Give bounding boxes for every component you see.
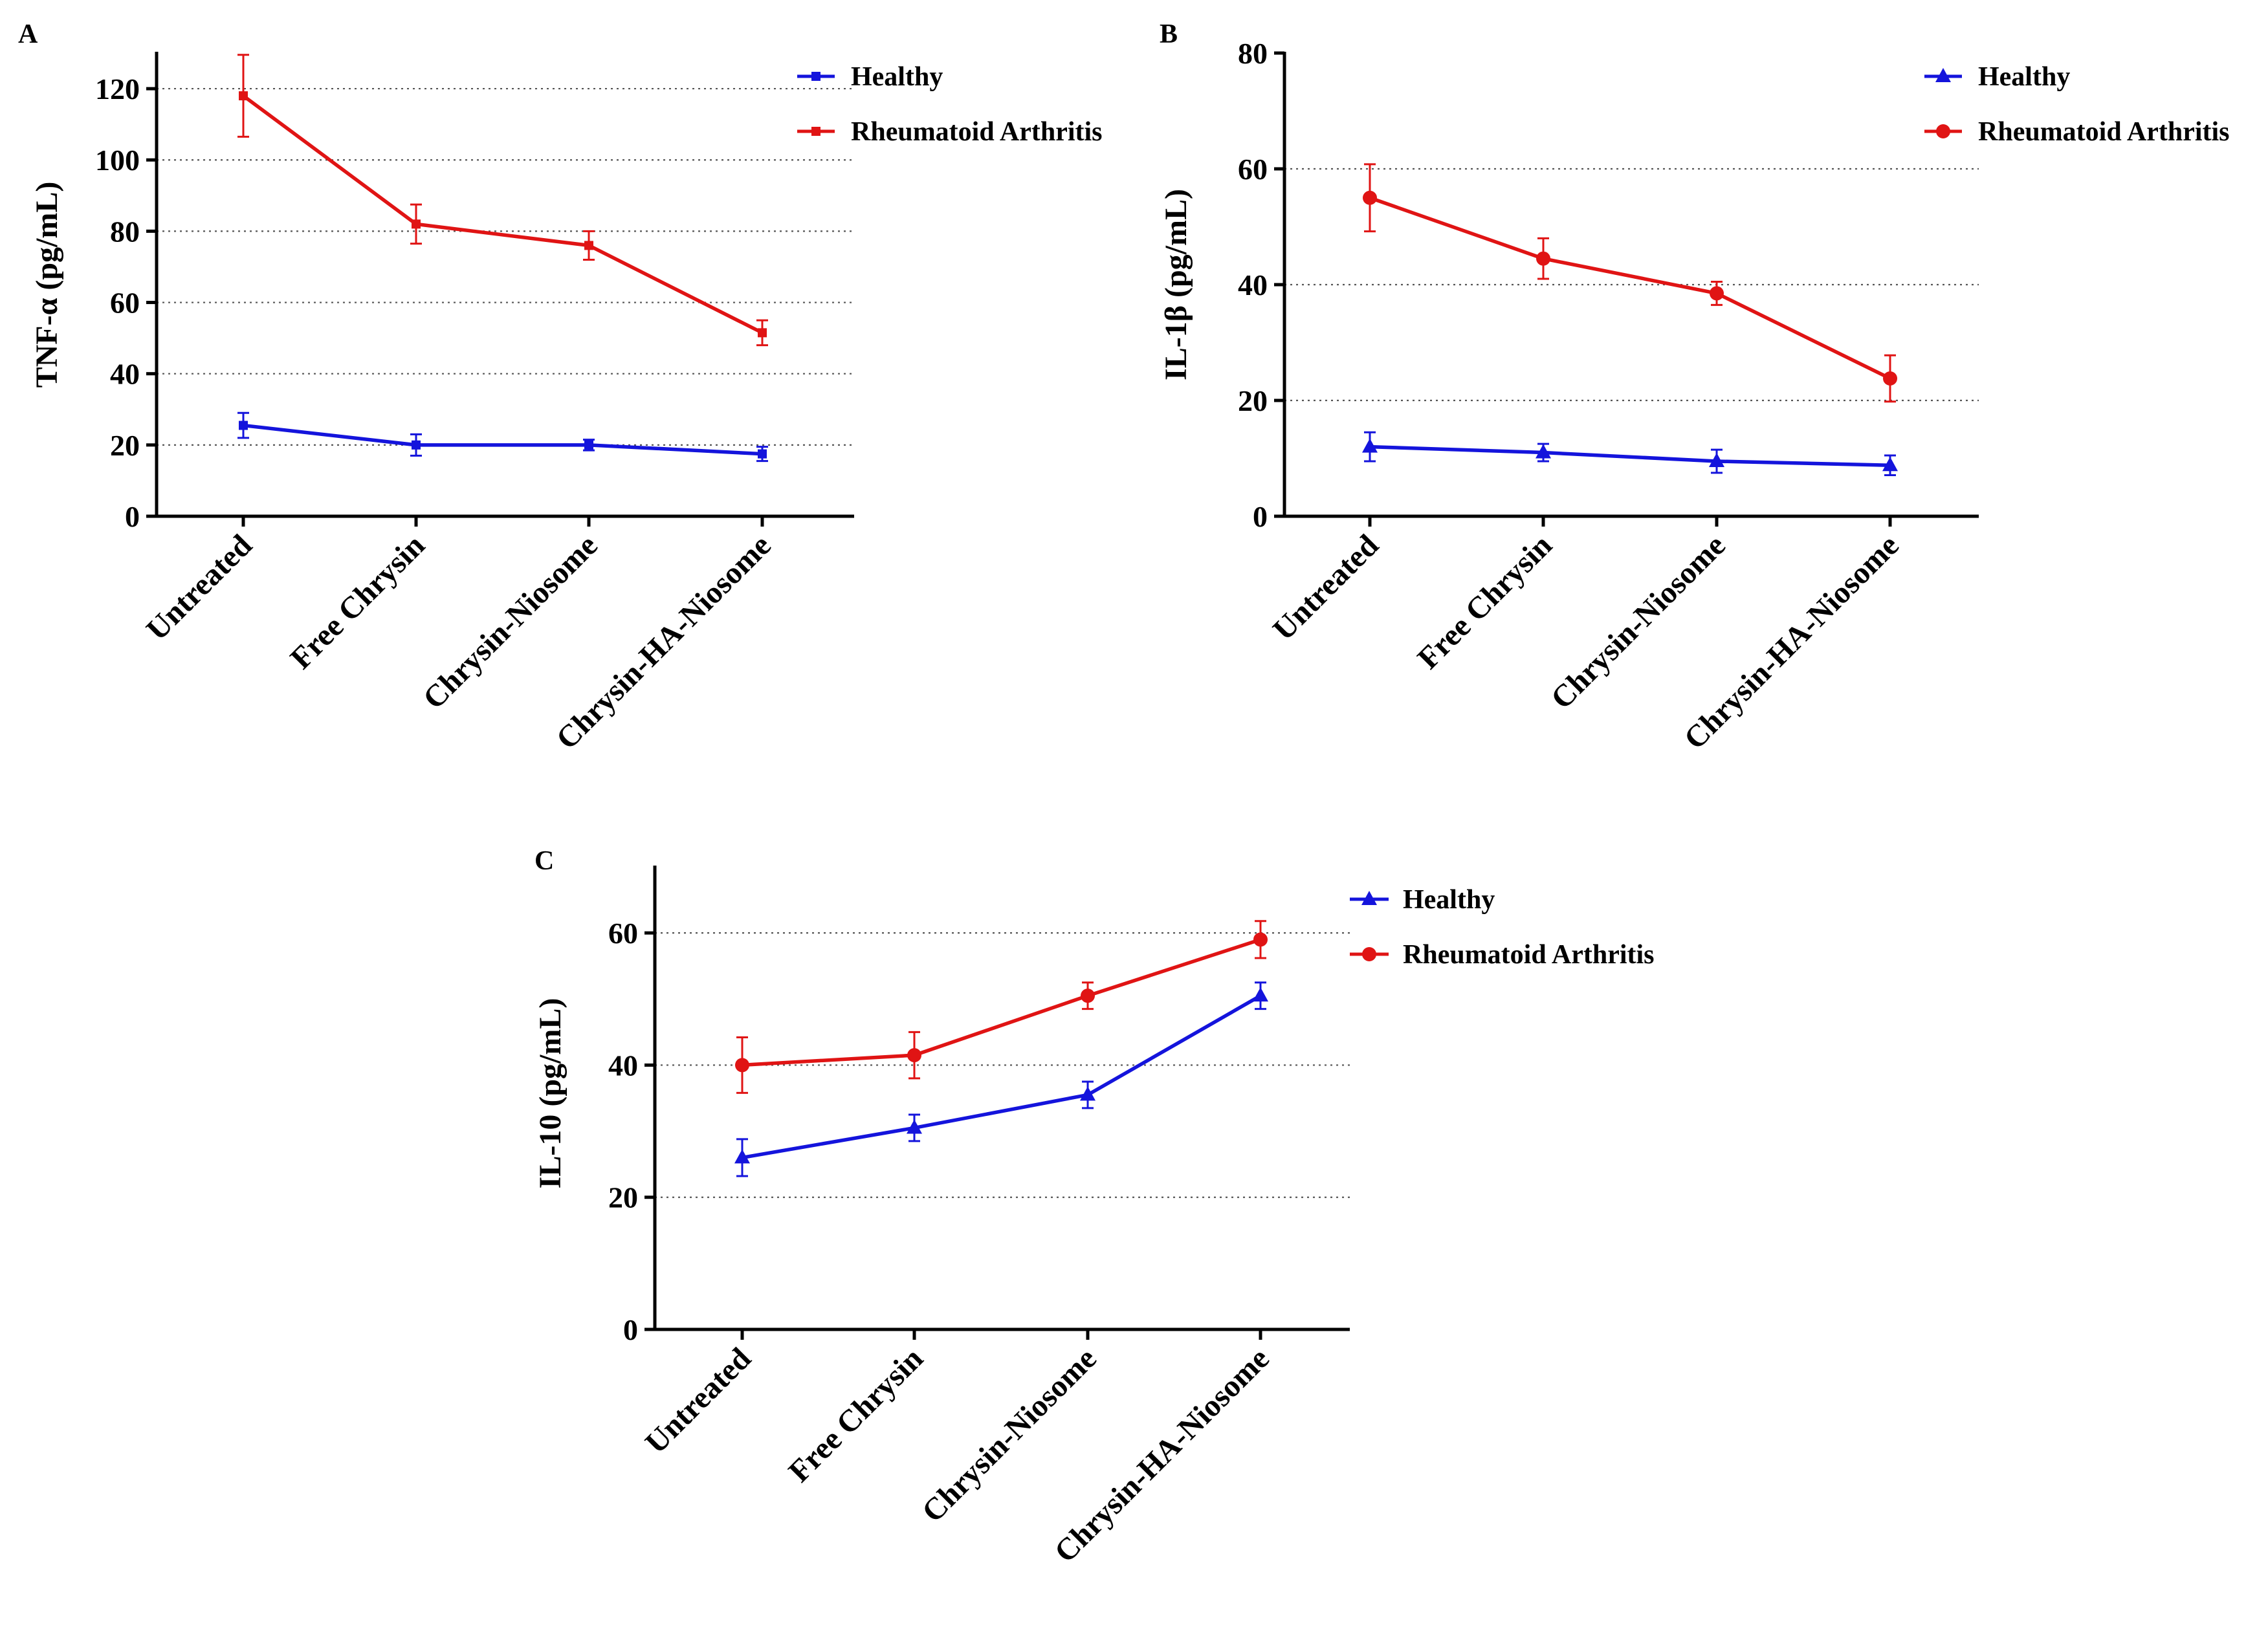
y-tick-label-40: 40 (1238, 268, 1268, 301)
legend-marker-rheumatoid-arthritis (811, 127, 820, 136)
y-tick-label-120: 120 (95, 72, 140, 105)
y-axis-title: IL-1β (pg/mL) (1159, 189, 1193, 380)
legend: Healthy Rheumatoid Arthritis (1350, 885, 1655, 970)
x-tick-label-untreated: Untreated (639, 1341, 758, 1460)
legend-marker-rheumatoid-arthritis (1936, 124, 1950, 138)
x-tick-label-free-chrysin: Free Chrysin (782, 1341, 930, 1489)
data-point-rheumatoid-arthritis-chrysin-ha-niosome (1253, 932, 1268, 947)
data-point-rheumatoid-arthritis-chrysin-ha-niosome (758, 328, 767, 338)
chart-panel-c: C 0 20 40 60 Untreated Free ChrysinChrysin-Nio… (533, 846, 1655, 1569)
data-point-healthy-chrysin-niosome (1709, 452, 1724, 467)
data-point-healthy-chrysin-ha-niosome (1882, 457, 1898, 472)
series-line-healthy (243, 423, 763, 456)
legend: Healthy Rheumatoid Arthritis (797, 62, 1103, 147)
legend-marker-rheumatoid-arthritis (1362, 947, 1376, 961)
data-point-healthy-free-chrysin (412, 440, 421, 450)
legend-marker-healthy (811, 72, 820, 81)
chart-panel-a: A 0 20 40 60 80 100 120 Untreated Free ChrysinChr… (18, 19, 1103, 756)
y-tick-label-60: 60 (608, 917, 638, 950)
x-tick-label-chrysin-niosome: Chrysin-Niosome (916, 1341, 1103, 1529)
y-tick-label-0: 0 (125, 500, 140, 533)
y-tick-label-40: 40 (110, 358, 140, 391)
data-point-healthy-free-chrysin (907, 1119, 922, 1134)
legend-marker-healthy (1361, 891, 1377, 905)
x-tick-label-chrysin-niosome: Chrysin-Niosome (1545, 528, 1732, 715)
series-line-rheumatoid-arthritis (742, 937, 1261, 1067)
series-rheumatoid-arthritis (237, 54, 768, 347)
panel-letter: A (18, 19, 38, 49)
data-point-rheumatoid-arthritis-free-chrysin (907, 1048, 921, 1063)
x-tick-label-chrysin-niosome: Chrysin-Niosome (417, 528, 604, 715)
data-point-healthy-chrysin-ha-niosome (758, 449, 767, 459)
x-tick-label-free-chrysin: Free Chrysin (284, 528, 432, 675)
data-point-healthy-untreated (734, 1149, 750, 1164)
y-axis-title: TNF-α (pg/mL) (30, 182, 64, 388)
series-healthy (237, 411, 768, 463)
y-tick-label-0: 0 (623, 1313, 638, 1346)
y-tick-label-40: 40 (608, 1049, 638, 1082)
data-point-rheumatoid-arthritis-untreated (1363, 190, 1377, 205)
panel-letter: B (1160, 19, 1178, 49)
y-tick-label-20: 20 (1238, 384, 1268, 417)
legend-label-rheumatoid-arthritis: Rheumatoid Arthritis (1978, 117, 2230, 147)
y-tick-label-20: 20 (608, 1181, 638, 1214)
y-tick-label-80: 80 (110, 215, 140, 248)
series-healthy (734, 981, 1268, 1177)
series-rheumatoid-arthritis (735, 920, 1268, 1094)
legend: Healthy Rheumatoid Arthritis (1924, 62, 2230, 147)
y-tick-label-80: 80 (1238, 37, 1268, 70)
data-point-rheumatoid-arthritis-untreated (735, 1058, 749, 1073)
series-rheumatoid-arthritis (1363, 163, 1897, 403)
x-tick-label-free-chrysin: Free Chrysin (1411, 528, 1559, 675)
data-point-rheumatoid-arthritis-chrysin-niosome (1710, 286, 1724, 301)
x-tick-label-untreated: Untreated (140, 528, 259, 647)
legend-marker-healthy (1935, 68, 1951, 82)
data-point-rheumatoid-arthritis-free-chrysin (1536, 251, 1550, 266)
y-tick-label-60: 60 (1238, 153, 1268, 186)
y-tick-label-100: 100 (95, 144, 140, 177)
legend-label-healthy: Healthy (1403, 885, 1495, 915)
data-point-healthy-untreated (1362, 438, 1378, 453)
y-axis-title: IL-10 (pg/mL) (533, 998, 567, 1189)
legend-label-healthy: Healthy (1978, 62, 2070, 92)
panel-letter: C (534, 846, 554, 876)
data-point-rheumatoid-arthritis-chrysin-ha-niosome (1883, 371, 1897, 386)
data-point-rheumatoid-arthritis-chrysin-niosome (1081, 988, 1095, 1003)
legend-label-healthy: Healthy (851, 62, 943, 92)
series-healthy (1362, 431, 1898, 476)
series-line-rheumatoid-arthritis (1369, 196, 1891, 380)
data-point-healthy-free-chrysin (1536, 444, 1551, 459)
series-line-healthy (1369, 444, 1891, 467)
x-tick-label-untreated: Untreated (1266, 528, 1385, 647)
legend-label-rheumatoid-arthritis: Rheumatoid Arthritis (1403, 940, 1655, 970)
data-point-healthy-chrysin-ha-niosome (1253, 987, 1268, 1002)
data-point-healthy-untreated (239, 420, 248, 430)
series-line-rheumatoid-arthritis (242, 94, 764, 334)
data-point-rheumatoid-arthritis-chrysin-niosome (584, 241, 593, 250)
series-line-healthy (742, 994, 1262, 1160)
data-point-rheumatoid-arthritis-free-chrysin (412, 219, 421, 229)
y-tick-label-0: 0 (1253, 500, 1268, 533)
chart-panel-b: B 0 20 40 60 80 Untreated Free ChrysinChrysin-N… (1159, 19, 2230, 756)
data-point-healthy-chrysin-niosome (1080, 1086, 1095, 1101)
y-tick-label-60: 60 (110, 287, 140, 320)
data-point-healthy-chrysin-niosome (584, 440, 593, 450)
legend-label-rheumatoid-arthritis: Rheumatoid Arthritis (851, 117, 1103, 147)
y-tick-label-20: 20 (110, 429, 140, 462)
data-point-rheumatoid-arthritis-untreated (239, 91, 248, 101)
